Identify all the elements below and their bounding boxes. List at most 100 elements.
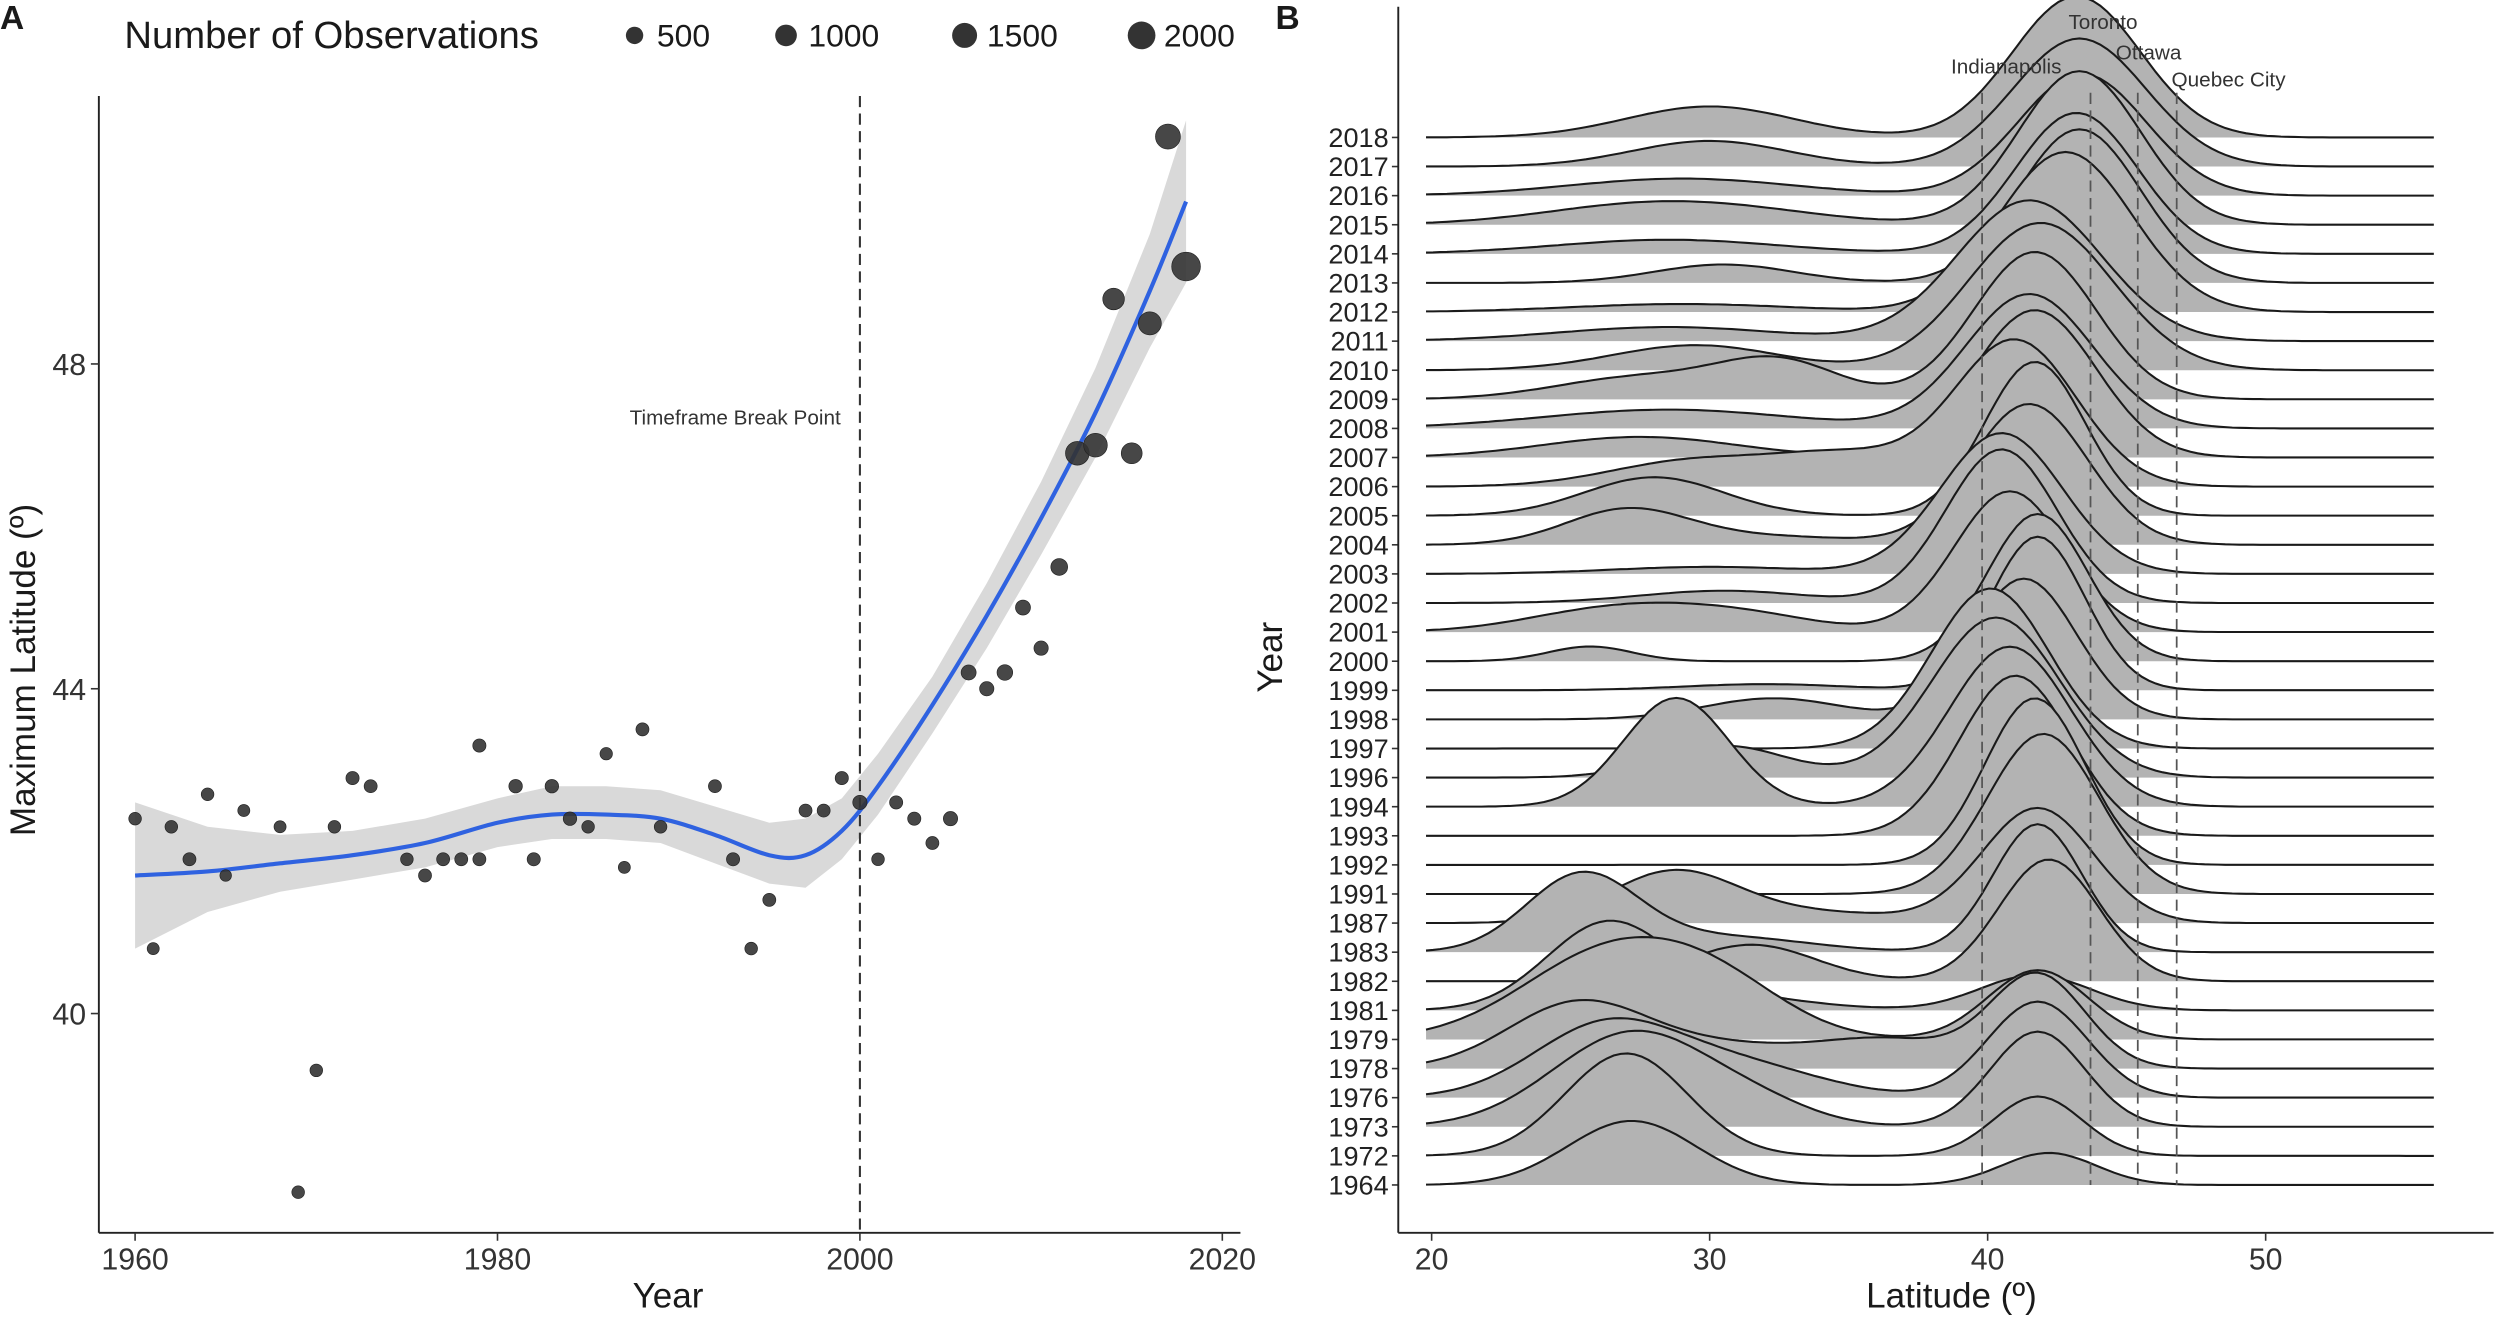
scatter-points	[128, 123, 1201, 1199]
ridge-fill-2010	[1426, 223, 2434, 371]
ridge-fill-2008	[1426, 294, 2434, 429]
year-label-2003: 2003	[1328, 558, 1388, 589]
data-point-2017	[1155, 123, 1181, 150]
panel-label-a: A	[0, 0, 24, 37]
ridge-2009	[1425, 251, 2434, 401]
legend-swatch-1000	[775, 24, 797, 47]
ridge-fill-2006	[1426, 339, 2434, 487]
data-point-1970	[309, 1063, 323, 1078]
year-label-1996: 1996	[1328, 762, 1388, 793]
ridge-2008	[1425, 292, 2434, 430]
ridge-2002	[1426, 448, 2434, 605]
ridge-line-2000	[1426, 512, 2434, 663]
year-label-2018: 2018	[1328, 122, 1388, 153]
ridge-line-2008	[1425, 292, 2434, 430]
year-label-2014: 2014	[1328, 238, 1388, 269]
size-legend: Number of Observations 500 1000 1500 2000	[124, 14, 1234, 57]
ridge-fill-1964	[1426, 1121, 2434, 1185]
ridge-2001	[1425, 490, 2434, 634]
data-point-1995	[762, 893, 777, 907]
data-point-1979	[472, 738, 487, 753]
smooth-fit-line	[134, 200, 1188, 878]
data-point-2000	[852, 794, 868, 810]
data-point-2015	[1120, 442, 1143, 465]
year-label-1983: 1983	[1328, 937, 1388, 968]
legend-entries: 500 1000 1500 2000	[625, 18, 1235, 54]
ridge-2013	[1426, 128, 2434, 284]
ridge-2006	[1426, 338, 2434, 488]
ridge-line-1997	[1426, 587, 2434, 750]
panel-b: B Indianapolis Toronto Ottawa Quebec City 2…	[1251, 0, 2494, 1316]
data-point-2003	[907, 811, 922, 826]
reference-lines: Indianapolis Toronto Ottawa Quebec City	[1951, 11, 2286, 1185]
panel-label-b: B	[1276, 0, 1300, 37]
year-label-2005: 2005	[1328, 500, 1388, 531]
ridge-fill-1993	[1426, 675, 2434, 836]
ridge-2017	[1426, 37, 2434, 168]
data-point-1984	[562, 811, 578, 826]
ridge-line-1992	[1426, 697, 2434, 867]
data-point-2016	[1137, 311, 1162, 336]
x-tick-label-a: 1960	[101, 1243, 168, 1276]
x-tick-label-b: 40	[1971, 1243, 2005, 1276]
city-label-quebec-city: Quebec City	[2172, 68, 2287, 91]
data-point-1978	[454, 852, 469, 867]
data-point-1961	[146, 942, 160, 955]
ridge-line-1964	[1425, 1119, 2434, 1186]
data-point-1985	[581, 820, 595, 834]
year-label-1978: 1978	[1328, 1053, 1388, 1084]
ridge-fill-2011	[1426, 200, 2434, 342]
ridge-fill-1994	[1426, 646, 2434, 807]
data-point-1966	[237, 804, 251, 817]
data-point-2006	[960, 664, 977, 681]
ridge-2011	[1425, 199, 2434, 343]
year-label-2000: 2000	[1328, 646, 1388, 677]
data-point-2014	[1102, 287, 1125, 311]
ridge-1964	[1425, 1119, 2434, 1186]
y-axis-title-b: Year	[1251, 621, 1290, 692]
data-point-1983	[544, 779, 559, 794]
data-point-2004	[925, 836, 940, 850]
y-tick-label-a: 44	[52, 674, 86, 707]
smooth-line-group	[134, 200, 1188, 878]
ridge-fill-1987	[1426, 807, 2434, 924]
ridge-fill-1979	[1426, 937, 2434, 1040]
year-label-2001: 2001	[1328, 617, 1388, 648]
year-label-1973: 1973	[1328, 1111, 1388, 1142]
data-point-1986	[599, 747, 613, 761]
ridge-line-2013	[1426, 128, 2434, 284]
ridge-fill-2018	[1426, 0, 2434, 138]
data-point-1988	[635, 722, 650, 737]
year-label-2011: 2011	[1330, 326, 1388, 357]
data-point-2007	[979, 681, 995, 697]
ridge-line-1976	[1425, 1000, 2434, 1099]
legend-label-500: 500	[657, 18, 710, 54]
year-label-1992: 1992	[1328, 849, 1388, 880]
data-point-1975	[400, 852, 414, 866]
ridge-line-1978	[1425, 971, 2434, 1070]
city-label-toronto: Toronto	[2068, 11, 2137, 34]
ridge-fill-2017	[1426, 38, 2434, 167]
break-point-annotation: Timeframe Break Point	[630, 406, 841, 429]
data-point-1973	[363, 779, 378, 794]
year-label-2002: 2002	[1328, 588, 1388, 619]
data-point-1989	[653, 820, 668, 834]
year-label-2010: 2010	[1328, 355, 1388, 386]
x-tick-label-b: 30	[1693, 1243, 1727, 1276]
data-point-1977	[436, 852, 450, 867]
ridge-line-2002	[1426, 448, 2434, 605]
ridge-line-2018	[1426, 0, 2434, 139]
year-label-2006: 2006	[1328, 471, 1388, 502]
ridge-line-1994	[1426, 645, 2434, 808]
ridge-2014	[1425, 112, 2434, 255]
data-point-1992	[708, 779, 722, 794]
ridge-1993	[1426, 674, 2434, 837]
legend-label-1000: 1000	[808, 18, 879, 54]
y-tick-label-a: 48	[52, 349, 86, 382]
data-point-2002	[889, 795, 904, 810]
year-label-2012: 2012	[1328, 297, 1388, 328]
year-label-1979: 1979	[1328, 1024, 1388, 1055]
data-point-2008	[996, 664, 1014, 681]
ridge-2005	[1426, 361, 2434, 517]
